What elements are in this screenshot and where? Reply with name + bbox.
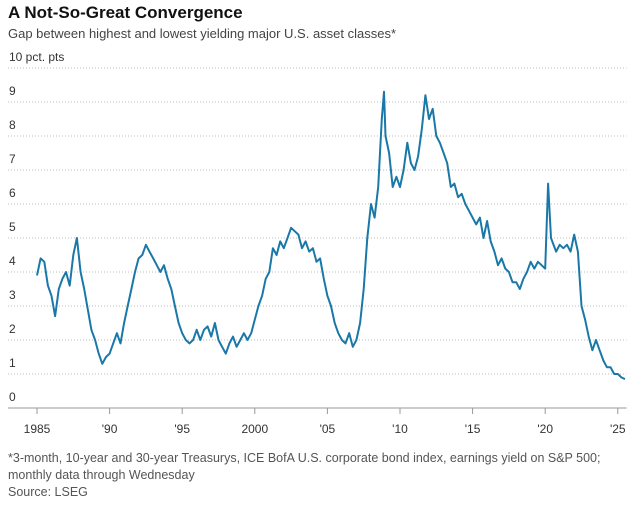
chart-title: A Not-So-Great Convergence <box>8 3 243 22</box>
x-tick-label: '20 <box>537 422 553 436</box>
y-tick-label: 3 <box>9 288 16 302</box>
x-tick-label: '90 <box>102 422 118 436</box>
x-tick-label: 2000 <box>241 422 268 436</box>
y-tick-label: 9 <box>9 84 16 98</box>
data-line <box>36 90 626 381</box>
y-tick-label: 0 <box>9 390 16 404</box>
x-tick-label: '15 <box>465 422 481 436</box>
footnote: *3-month, 10-year and 30-year Treasurys,… <box>8 451 601 482</box>
x-tick-label: '05 <box>320 422 336 436</box>
x-tick-label: 1985 <box>24 422 51 436</box>
y-tick-label: 4 <box>9 254 16 268</box>
chart-subtitle: Gap between highest and lowest yielding … <box>8 26 397 41</box>
x-tick-label: '25 <box>610 422 626 436</box>
y-tick-label: 6 <box>9 186 16 200</box>
y-tick-label: 1 <box>9 356 16 370</box>
x-tick-label: '95 <box>174 422 190 436</box>
y-tick-label: 7 <box>9 152 16 166</box>
y-tick-label: 8 <box>9 118 16 132</box>
source: Source: LSEG <box>8 485 88 499</box>
y-tick-label: 2 <box>9 322 16 336</box>
x-tick-label: '10 <box>392 422 408 436</box>
y-tick-label: 5 <box>9 220 16 234</box>
y-tick-label: 10 pct. pts <box>9 50 64 64</box>
